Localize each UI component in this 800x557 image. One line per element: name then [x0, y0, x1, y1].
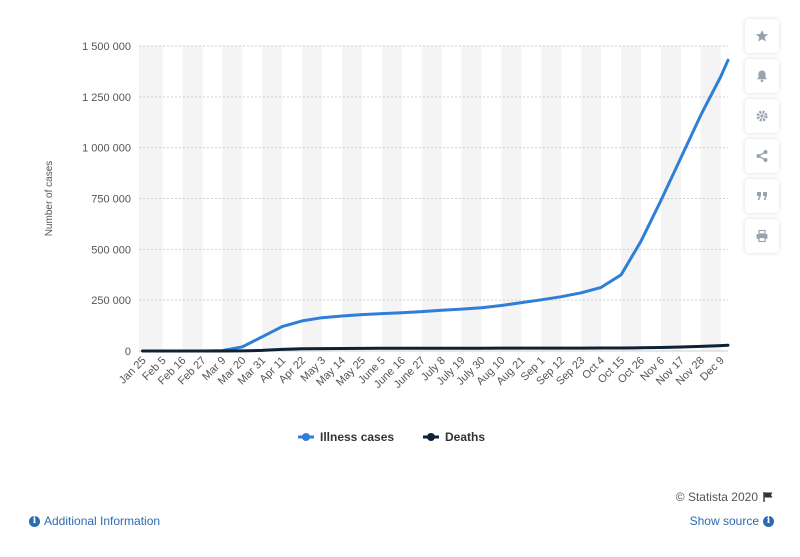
info-icon: i [763, 515, 774, 527]
info-icon: i [29, 515, 40, 527]
y-tick-label: 250 000 [91, 295, 131, 307]
copyright-credit[interactable]: © Statista 2020 [676, 490, 774, 504]
plot-band [139, 46, 163, 351]
share-icon [756, 150, 768, 162]
show-source-link[interactable]: Show source i [690, 514, 774, 528]
legend-marker [302, 433, 310, 441]
cite-button[interactable] [745, 179, 779, 213]
gear-icon [756, 110, 768, 122]
legend-marker [427, 433, 435, 441]
print-button[interactable] [745, 219, 779, 253]
series-line-illness-cases [141, 58, 730, 353]
plot-band [660, 46, 681, 351]
notification-button[interactable] [745, 59, 779, 93]
chart-toolbar [745, 19, 781, 253]
y-axis-title: Number of cases [44, 161, 55, 237]
y-tick-label: 1 250 000 [82, 92, 131, 104]
print-icon [756, 229, 768, 243]
additional-information-link[interactable]: i Additional Information [29, 514, 160, 528]
favorite-button[interactable] [745, 19, 779, 53]
legend-label-deaths: Deaths [445, 430, 485, 444]
y-tick-label: 1 000 000 [82, 143, 131, 155]
series-line-deaths [141, 343, 730, 353]
y-tick-label: 750 000 [91, 194, 131, 206]
credit-text: © Statista 2020 [675, 490, 758, 504]
share-button[interactable] [745, 139, 779, 173]
y-tick-label: 1 500 000 [82, 41, 131, 53]
bell-icon [757, 70, 767, 83]
show-source-label: Show source [689, 514, 759, 528]
quote-icon [757, 192, 767, 201]
additional-information-label: Additional Information [44, 514, 161, 528]
star-icon [756, 30, 768, 42]
y-tick-label: 500 000 [91, 244, 131, 256]
y-tick-label: 0 [125, 346, 131, 358]
flag-icon [763, 492, 773, 502]
plot-band [700, 46, 721, 351]
settings-button[interactable] [745, 99, 779, 133]
legend-label-illness-cases: Illness cases [320, 430, 394, 444]
